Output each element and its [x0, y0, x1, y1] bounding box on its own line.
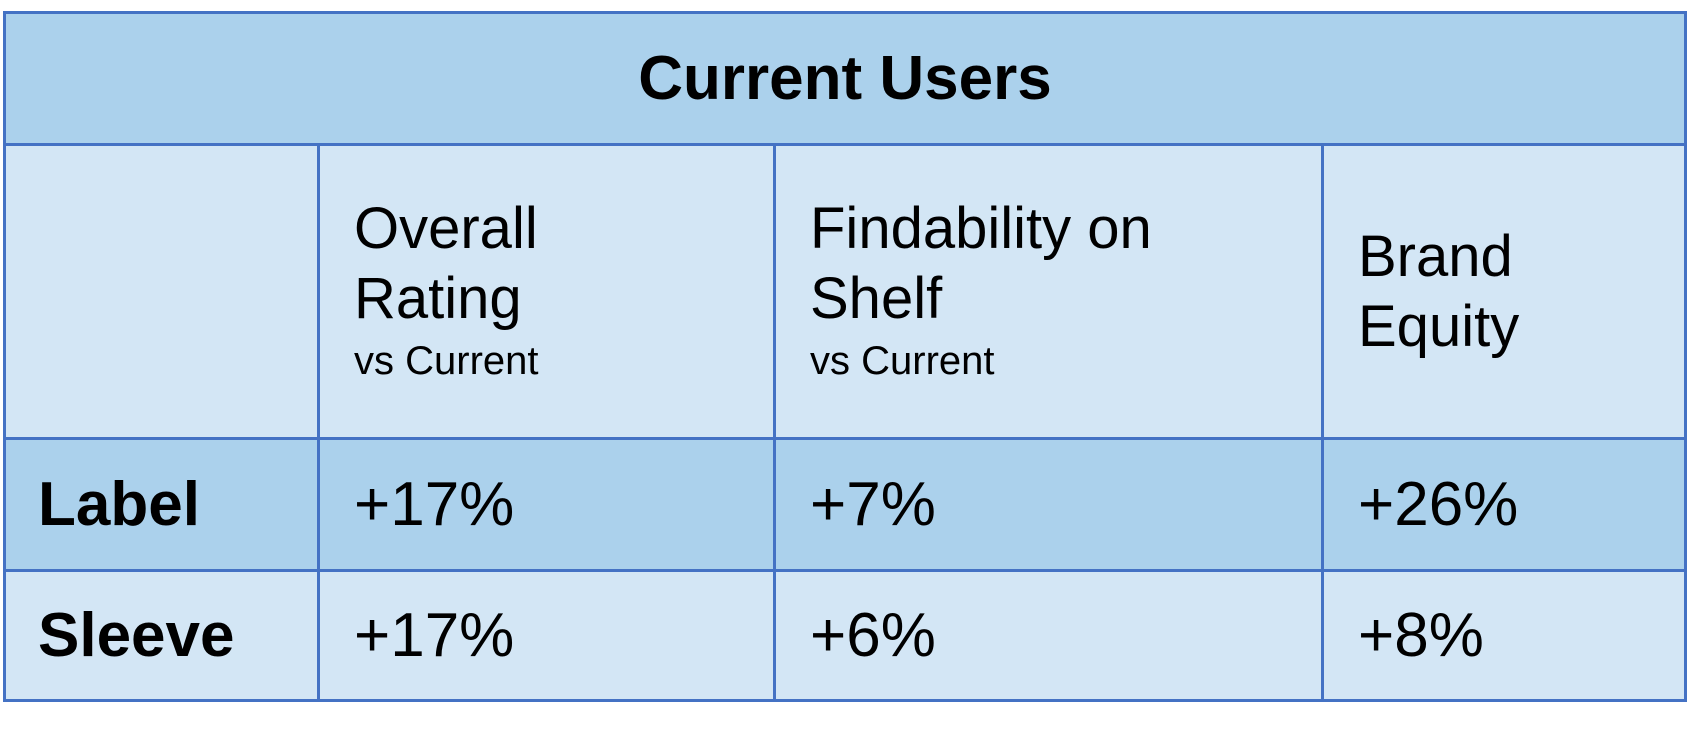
value-cell: +17%: [317, 569, 776, 702]
data-row: Sleeve +17% +6% +8%: [3, 569, 1688, 702]
header-line: Findability on: [810, 195, 1152, 261]
results-table: Current Users Overall Rating vs Current Fin…: [2, 11, 1688, 702]
row-label: Label: [3, 437, 320, 572]
row-label: Sleeve: [3, 569, 320, 702]
header-line: Rating: [354, 265, 522, 331]
header-subtext: vs Current: [810, 339, 995, 384]
header-line: Shelf: [810, 265, 943, 331]
corner-cell: [3, 143, 320, 440]
value-cell: +17%: [317, 437, 776, 572]
value-cell: +8%: [1320, 569, 1688, 702]
title-row: Current Users: [2, 11, 1688, 146]
value-cell: +26%: [1320, 437, 1688, 572]
column-header: Findability on Shelf vs Current: [773, 143, 1324, 440]
table-title: Current Users: [2, 11, 1688, 146]
column-header: Brand Equity: [1320, 143, 1688, 440]
header-line: Equity: [1358, 293, 1520, 359]
header-line: Brand: [1358, 223, 1513, 289]
value-cell: +6%: [773, 569, 1324, 702]
header-row: Overall Rating vs Current Findability on She…: [3, 143, 1688, 440]
data-row: Label +17% +7% +26%: [3, 437, 1688, 572]
value-cell: +7%: [773, 437, 1324, 572]
header-line: Overall: [354, 195, 538, 261]
header-subtext: vs Current: [354, 339, 539, 384]
column-header: Overall Rating vs Current: [317, 143, 776, 440]
